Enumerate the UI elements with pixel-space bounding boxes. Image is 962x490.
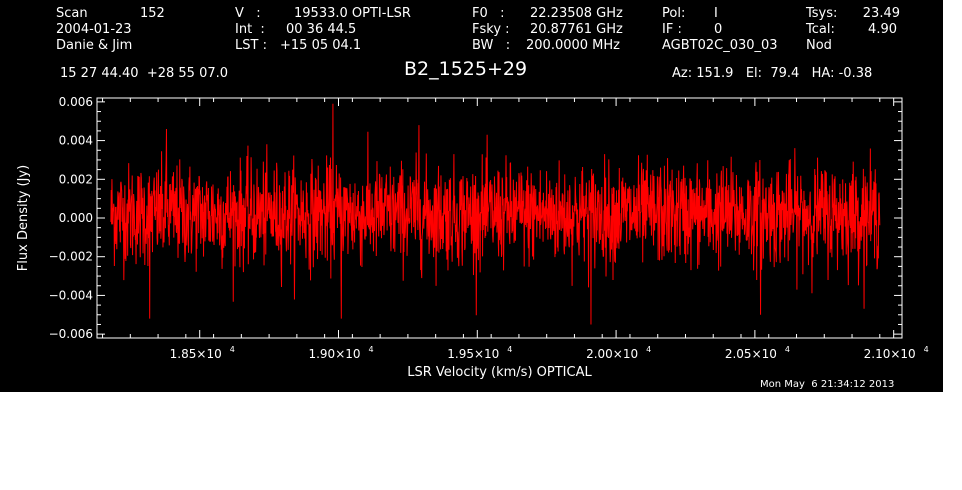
bw-label: BW : bbox=[472, 38, 511, 53]
x-tick-exponent: 4 bbox=[785, 345, 790, 354]
x-tick-exponent: 4 bbox=[369, 345, 374, 354]
pol-label: Pol: bbox=[662, 6, 686, 21]
velocity-label: V : bbox=[235, 6, 261, 21]
timestamp: Mon May 6 21:34:12 2013 bbox=[760, 379, 895, 390]
y-tick-label: 0.004 bbox=[59, 134, 93, 148]
series-group bbox=[110, 103, 881, 325]
observers: Danie & Jim bbox=[56, 38, 133, 53]
lst-value: +15 05 04.1 bbox=[280, 38, 362, 53]
x-tick-label: 2.05×10 bbox=[725, 347, 777, 361]
tsys-label: Tsys: bbox=[806, 6, 838, 21]
fsky-value: 20.87761 GHz bbox=[530, 22, 623, 37]
y-tick-label: −0.002 bbox=[49, 250, 93, 264]
y-axis: −0.006 −0.004 −0.002 0.000 0.002 0.004 0.006 bbox=[49, 95, 902, 341]
source-coords: 15 27 44.40 +28 55 07.0 bbox=[60, 66, 229, 81]
x-tick-label: 1.85×10 bbox=[170, 347, 222, 361]
x-tick-label: 2.00×10 bbox=[586, 347, 638, 361]
spectrum-line bbox=[110, 103, 881, 325]
velocity-value: 19533.0 OPTI-LSR bbox=[294, 6, 411, 21]
tcal-label: Tcal: bbox=[806, 22, 835, 37]
pol-value: I bbox=[714, 6, 718, 21]
y-tick-label: 0.006 bbox=[59, 95, 93, 109]
tsys-value: 23.49 bbox=[862, 6, 900, 21]
x-tick-exponent: 4 bbox=[924, 345, 929, 354]
tcal-value: 4.90 bbox=[868, 22, 897, 37]
x-tick-label: 2.10×10 bbox=[864, 347, 916, 361]
x-tick-exponent: 4 bbox=[646, 345, 651, 354]
az-el-ha: Az: 151.9 El: 79.4 HA: -0.38 bbox=[672, 66, 873, 81]
x-tick-exponent: 4 bbox=[230, 345, 235, 354]
obs-mode: Nod bbox=[806, 38, 832, 53]
project-id: AGBT02C_030_03 bbox=[662, 38, 778, 53]
spectrum-plot: −0.006 −0.004 −0.002 0.000 0.002 0.004 0.006 1… bbox=[16, 95, 929, 380]
int-label: Int : bbox=[235, 22, 265, 37]
bw-value: 200.0000 MHz bbox=[526, 38, 620, 53]
x-tick-label: 1.95×10 bbox=[447, 347, 499, 361]
fsky-label: Fsky : bbox=[472, 22, 510, 37]
obs-date: 2004-01-23 bbox=[56, 22, 132, 37]
y-tick-label: 0.002 bbox=[59, 172, 93, 186]
int-value: 00 36 44.5 bbox=[286, 22, 357, 37]
lst-label: LST : bbox=[235, 38, 267, 53]
f0-label: F0 : bbox=[472, 6, 505, 21]
x-axis: 1.85×10 4 1.90×10 4 1.95×10 4 2.00×10 4 2.05×10 4… bbox=[102, 98, 929, 361]
scan-label: Scan bbox=[56, 6, 88, 21]
y-axis-title: Flux Density (Jy) bbox=[16, 165, 31, 271]
chart-title: B2_1525+29 bbox=[404, 58, 528, 80]
x-tick-exponent: 4 bbox=[507, 345, 512, 354]
if-label: IF : bbox=[662, 22, 682, 37]
if-value: 0 bbox=[714, 22, 723, 37]
x-tick-label: 1.90×10 bbox=[308, 347, 360, 361]
x-axis-title: LSR Velocity (km/s) OPTICAL bbox=[407, 365, 592, 380]
y-tick-label: −0.004 bbox=[49, 288, 93, 302]
f0-value: 22.23508 GHz bbox=[530, 6, 623, 21]
y-tick-label: 0.000 bbox=[59, 211, 93, 225]
y-tick-label: −0.006 bbox=[49, 327, 93, 341]
scan-value: 152 bbox=[140, 6, 165, 21]
